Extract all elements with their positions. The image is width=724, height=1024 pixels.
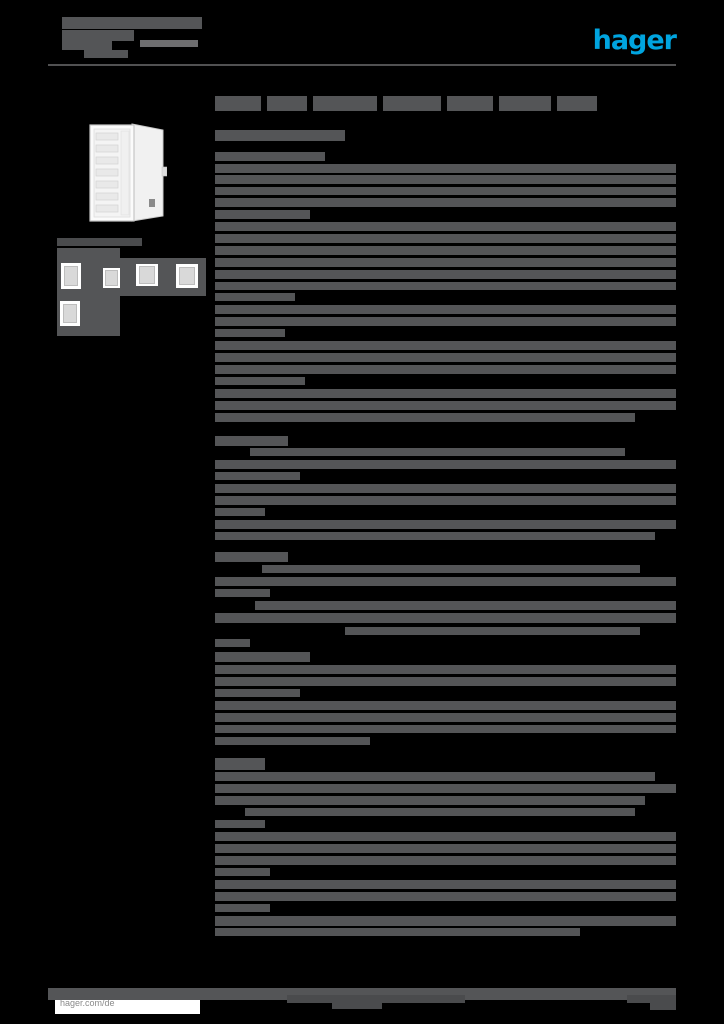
title-word-redacted — [557, 96, 597, 111]
spec-row-redacted — [215, 613, 676, 623]
spec-row-redacted — [215, 210, 310, 219]
section-heading-redacted — [215, 130, 345, 141]
accessory-thumbnail[interactable] — [61, 263, 81, 289]
spec-row-redacted — [215, 820, 265, 828]
accessory-thumbnail[interactable] — [176, 264, 198, 288]
spec-row-redacted — [215, 484, 676, 493]
accessory-thumbnail[interactable] — [136, 264, 158, 286]
spec-row-redacted — [215, 589, 270, 597]
spec-row-redacted — [215, 532, 655, 540]
spec-row-redacted — [215, 152, 325, 161]
redacted-text-bar — [62, 17, 202, 29]
spec-row-redacted — [215, 701, 676, 710]
spec-row-redacted — [215, 341, 676, 350]
spec-row-redacted — [215, 737, 370, 745]
title-word-redacted — [267, 96, 307, 111]
title-word-redacted — [383, 96, 441, 111]
spec-row-redacted — [215, 270, 676, 279]
spec-row-redacted — [215, 164, 676, 173]
spec-row-redacted — [262, 565, 640, 573]
spec-row-redacted — [215, 187, 676, 195]
spec-row-redacted — [215, 329, 285, 337]
footer-page-number-redacted — [650, 1003, 676, 1010]
spec-row-redacted — [215, 377, 305, 385]
spec-row-redacted — [215, 758, 265, 770]
spec-row-redacted — [250, 448, 625, 456]
redacted-text-bar — [84, 50, 128, 58]
header-divider — [48, 64, 676, 66]
footer-text-redacted — [287, 995, 465, 1003]
spec-row-redacted — [215, 175, 676, 184]
spec-row-redacted — [215, 725, 676, 733]
spec-row-redacted — [215, 472, 300, 480]
spec-row-redacted — [215, 904, 270, 912]
spec-row-redacted — [215, 520, 676, 529]
spec-row-redacted — [215, 856, 676, 865]
title-word-redacted — [499, 96, 551, 111]
hager-logo: hager — [592, 25, 677, 56]
product-photo-enclosure — [89, 123, 167, 222]
accessory-product-image — [139, 266, 155, 284]
accessory-thumbnail[interactable] — [103, 268, 120, 288]
spec-row-redacted — [215, 365, 676, 374]
spec-row-redacted — [215, 796, 645, 805]
spec-row-redacted — [215, 665, 676, 674]
spec-row-redacted — [215, 844, 676, 853]
spec-row-redacted — [215, 258, 676, 267]
spec-row-redacted — [215, 198, 676, 207]
spec-row-redacted — [215, 222, 676, 231]
redacted-text-bar — [140, 40, 198, 47]
spec-row-redacted — [215, 639, 250, 647]
title-word-redacted — [215, 96, 261, 111]
footer-text-redacted — [332, 1003, 382, 1009]
spec-row-redacted — [215, 832, 676, 841]
spec-row-redacted — [345, 627, 640, 635]
spec-row-redacted — [215, 413, 635, 422]
spec-row-redacted — [215, 353, 676, 362]
accessory-thumbnail[interactable] — [60, 301, 80, 326]
spec-row-redacted — [215, 784, 676, 793]
accessory-product-image — [179, 266, 195, 286]
spec-row-redacted — [215, 880, 676, 889]
title-word-redacted — [447, 96, 493, 111]
spec-row-redacted — [215, 916, 676, 926]
spec-row-redacted — [215, 868, 270, 876]
accessory-heading-redacted — [57, 238, 142, 246]
spec-row-redacted — [215, 305, 676, 314]
spec-row-redacted — [215, 689, 300, 697]
spec-row-redacted — [215, 246, 676, 255]
spec-row-redacted — [215, 772, 655, 781]
redacted-text-bar — [62, 30, 134, 41]
spec-row-redacted — [255, 601, 676, 610]
spec-row-redacted — [245, 808, 635, 816]
spec-row-redacted — [215, 389, 676, 398]
spec-row-redacted — [215, 293, 295, 301]
spec-row-redacted — [215, 928, 580, 936]
accessory-product-image — [63, 303, 77, 324]
spec-row-redacted — [215, 552, 288, 562]
spec-row-redacted — [215, 713, 676, 722]
accessory-product-image — [64, 265, 78, 287]
spec-row-redacted — [215, 436, 288, 446]
spec-row-redacted — [215, 677, 676, 686]
footer-link-text: hager.com/de — [60, 998, 115, 1008]
title-word-redacted — [313, 96, 377, 111]
accessory-product-image — [105, 270, 118, 286]
spec-row-redacted — [215, 282, 676, 290]
spec-row-redacted — [215, 460, 676, 469]
spec-row-redacted — [215, 496, 676, 505]
spec-row-redacted — [215, 234, 676, 243]
redacted-text-bar — [62, 41, 112, 50]
footer-strip — [48, 988, 676, 1000]
footer-page-number-redacted — [627, 995, 676, 1003]
spec-row-redacted — [215, 652, 310, 662]
spec-row-redacted — [215, 317, 676, 326]
spec-row-redacted — [215, 577, 676, 586]
spec-row-redacted — [215, 508, 265, 516]
spec-row-redacted — [215, 892, 676, 901]
spec-row-redacted — [215, 401, 676, 410]
